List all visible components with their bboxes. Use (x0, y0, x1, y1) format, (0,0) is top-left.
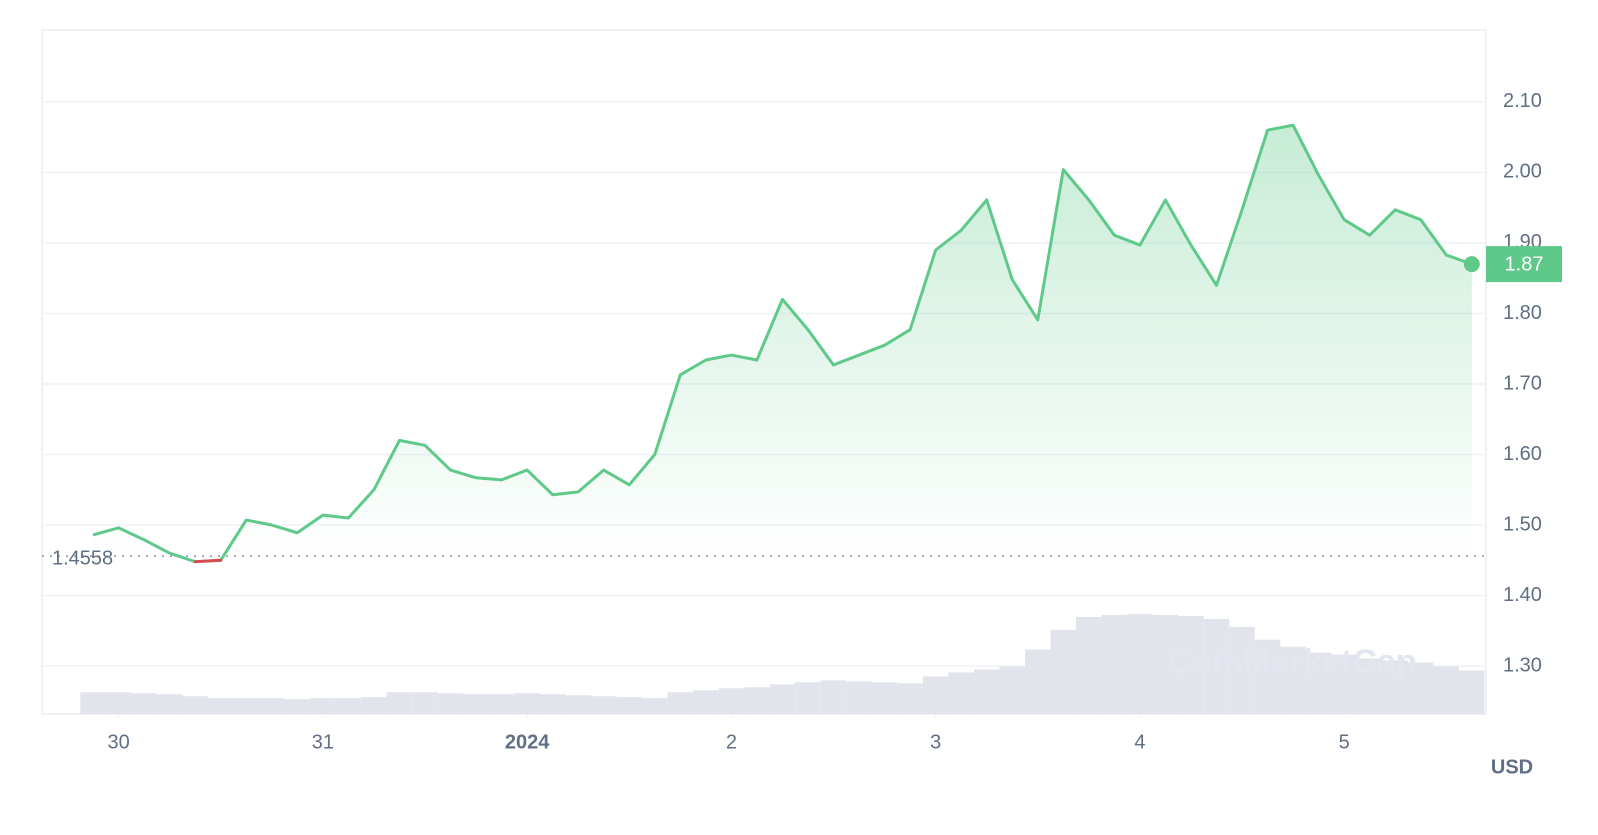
volume-bar (718, 688, 745, 714)
volume-bar (361, 697, 387, 714)
x-tick-label: 2 (726, 731, 737, 753)
volume-bar (616, 697, 643, 714)
volume-bar (1331, 654, 1357, 714)
volume-bar (846, 681, 872, 714)
y-tick-label: 1.60 (1503, 443, 1542, 465)
volume-bar (897, 683, 923, 714)
y-tick-label: 2.10 (1503, 90, 1542, 112)
volume-bar (1050, 629, 1077, 714)
volume-bar (1356, 658, 1383, 714)
volume-bar (284, 699, 311, 714)
volume-bar (182, 696, 208, 714)
y-tick-label: 1.30 (1503, 654, 1542, 676)
volume-bar (412, 692, 438, 714)
y-tick-label: 1.40 (1503, 584, 1542, 606)
volume-bar (565, 695, 591, 714)
x-tick-label: 30 (107, 731, 129, 753)
volume-bar (1382, 660, 1408, 714)
volume-bar (1127, 614, 1153, 714)
volume-bar (437, 693, 464, 714)
x-tick-label: 3 (930, 731, 941, 753)
volume-bar (667, 692, 694, 714)
volume-bar (80, 692, 106, 714)
volume-bar (744, 687, 770, 714)
volume-bar (1229, 626, 1255, 714)
volume-bar (1459, 670, 1485, 714)
volume-bar (105, 692, 132, 714)
volume-bar (233, 698, 260, 714)
volume-bar (1433, 666, 1460, 714)
volume-bar (463, 694, 489, 714)
y-tick-label: 1.70 (1503, 372, 1542, 394)
volume-bar (386, 692, 413, 714)
volume-bar (795, 682, 821, 714)
x-tick-label: 5 (1339, 731, 1350, 753)
volume-bar (131, 693, 157, 714)
volume-bar (207, 698, 234, 714)
currency-label: USD (1491, 756, 1533, 778)
volume-bar (1178, 615, 1204, 714)
volume-bar (820, 680, 847, 714)
price-line-below (193, 558, 223, 564)
volume-bar (590, 696, 617, 714)
volume-bar (769, 684, 796, 714)
area-fill (93, 125, 1472, 562)
volume-bar (922, 676, 949, 714)
volume-bar (693, 690, 719, 714)
volume-bar (999, 666, 1025, 714)
volume-bar (259, 698, 285, 714)
y-tick-label: 1.50 (1503, 513, 1542, 535)
x-tick-label: 4 (1134, 731, 1145, 753)
watermark: CoinMarketCap (1167, 643, 1416, 681)
volume-bar (1101, 614, 1128, 714)
volume-bar (1203, 618, 1230, 714)
volume-bar (1152, 614, 1179, 714)
volume-bar (310, 698, 336, 714)
volume-bar (1254, 639, 1281, 714)
volume-bar (1407, 662, 1434, 714)
x-tick-label: 31 (312, 731, 334, 753)
last-point (1463, 256, 1480, 273)
x-tick-label: 2024 (505, 731, 550, 753)
volume-bar (539, 694, 566, 714)
volume-bar (1280, 646, 1306, 714)
volume-bar (335, 698, 362, 714)
price-tag-label: 1.87 (1505, 253, 1544, 275)
volume-bar (973, 669, 1000, 714)
volume-bar (948, 672, 974, 714)
volume-bar (871, 682, 898, 714)
price-tag (1486, 246, 1562, 283)
price-line (92, 123, 1473, 564)
volume-bar (642, 698, 668, 714)
volume-bar (1076, 616, 1102, 714)
volume-bar (1305, 652, 1332, 714)
y-tick-label: 1.80 (1503, 302, 1542, 324)
volume-bar (156, 694, 183, 714)
y-tick-label: 2.00 (1503, 161, 1542, 183)
volume-bar (1024, 649, 1051, 714)
volume-bar (488, 694, 515, 714)
volume-bar (514, 693, 540, 714)
